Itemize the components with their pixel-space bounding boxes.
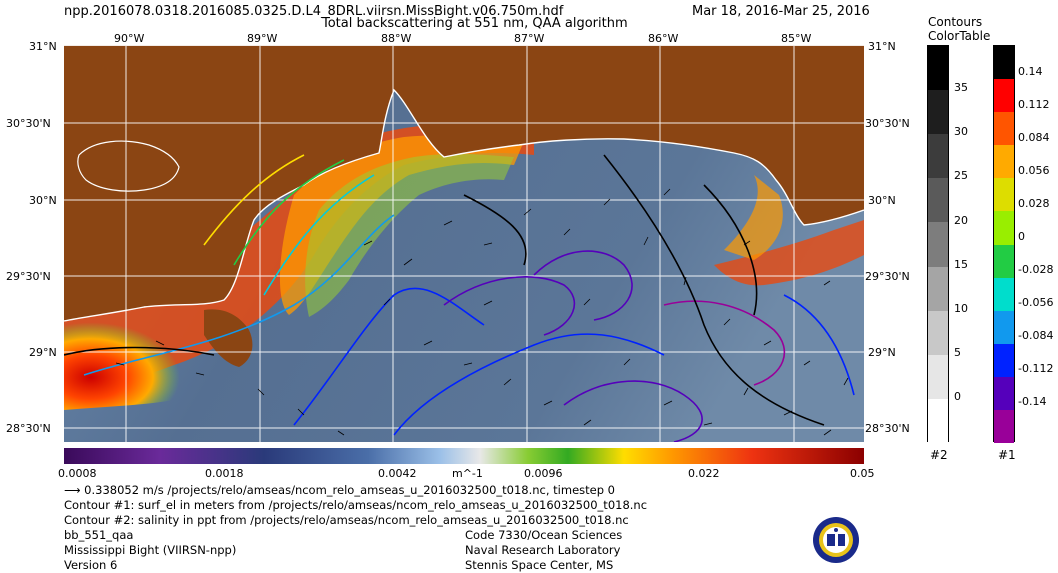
- colortable-segment: [928, 46, 948, 91]
- colortable-label: -0.028: [1018, 263, 1054, 277]
- colortable-label: 0.028: [1018, 196, 1050, 210]
- colortable-label: 35: [954, 81, 968, 95]
- colortable-label: -0.14: [1018, 395, 1047, 409]
- contour2-description: Contour #2: salinity in ppt from /projec…: [64, 513, 629, 527]
- colortable-segment: [928, 222, 948, 268]
- version-label: Version 6: [64, 558, 118, 572]
- lat-label-left: 31°N: [29, 40, 57, 53]
- coastal-turbid-band: [279, 135, 524, 315]
- coastline: [64, 88, 864, 322]
- current-vectors: [115, 188, 849, 436]
- file-name: npp.2016078.0318.2016085.0325.D.L4_8DRL.…: [64, 4, 564, 19]
- colortable-segment: [994, 244, 1014, 279]
- satellite-map: [64, 45, 864, 442]
- colortable-segment: [994, 343, 1014, 378]
- colortable-segment: [994, 79, 1014, 113]
- colorbar-unit: m^-1: [452, 467, 483, 480]
- contours-title: Contours: [928, 15, 983, 29]
- colortable-label: 5: [954, 345, 961, 359]
- colortable-segment: [994, 211, 1014, 245]
- colortable-label: 30: [954, 125, 968, 139]
- colortable-segment: [928, 398, 948, 444]
- colortable-label: 0.112: [1018, 97, 1050, 111]
- colorbar-label: 0.0096: [524, 467, 563, 480]
- org-name: Naval Research Laboratory: [465, 543, 621, 557]
- colorbar-label: 0.0042: [378, 467, 417, 480]
- colortable-segment: [928, 134, 948, 179]
- colortable-label: 0.056: [1018, 163, 1050, 177]
- vector-arrow-icon: ⟶: [64, 483, 81, 497]
- colortable-label: 10: [954, 301, 968, 315]
- product-code: bb_551_qaa: [64, 528, 134, 542]
- colorbar-label: 0.0018: [205, 467, 244, 480]
- org-code: Code 7330/Ocean Sciences: [465, 528, 623, 542]
- vector-legend: ⟶ 0.338052 m/s /projects/relo/amseas/nco…: [64, 483, 615, 498]
- lon-label-top: 87°W: [514, 32, 545, 45]
- nrl-logo-icon: [812, 516, 860, 564]
- colorbar-label: 0.022: [688, 467, 720, 480]
- colortable-segment: [928, 90, 948, 135]
- colorbar-label: 0.0008: [58, 467, 97, 480]
- colortable-segment: [994, 178, 1014, 212]
- colortable-segment: [928, 266, 948, 312]
- lat-label-left: 28°30'N: [6, 422, 51, 435]
- lat-label-left: 30°30'N: [6, 117, 51, 130]
- lat-label-left: 30°N: [29, 194, 57, 207]
- lat-label-right: 28°30'N: [865, 422, 910, 435]
- lat-label-right: 30°N: [868, 194, 896, 207]
- lon-label-top: 88°W: [381, 32, 412, 45]
- lat-label-right: 31°N: [868, 40, 896, 53]
- org-location: Stennis Space Center, MS: [465, 558, 614, 572]
- contour-colorbar-2-footer: #2: [930, 448, 948, 462]
- colortable-segment: [994, 376, 1014, 411]
- colortable-label: 0: [954, 389, 961, 403]
- coastal-turbid-band: [305, 153, 514, 317]
- contour-colorbar-2: [927, 45, 949, 444]
- lon-label-top: 90°W: [114, 32, 145, 45]
- date-range: Mar 18, 2016-Mar 25, 2016: [692, 4, 870, 19]
- colortable-segment: [928, 178, 948, 223]
- lon-label-top: 85°W: [781, 32, 812, 45]
- colortable-label: -0.084: [1018, 329, 1054, 343]
- contour-lines: [64, 154, 855, 442]
- delta-land: [204, 309, 253, 367]
- contour-colorbar-1: [993, 45, 1015, 444]
- colortable-label: 25: [954, 169, 968, 183]
- east-coast-band: [724, 175, 783, 260]
- colortable-segment: [994, 112, 1014, 146]
- contour1-description: Contour #1: surf_el in meters from /proj…: [64, 498, 648, 512]
- lat-label-left: 29°30'N: [6, 270, 51, 283]
- colortable-segment: [994, 46, 1014, 80]
- lat-label-right: 29°30'N: [865, 270, 910, 283]
- lat-label-right: 29°N: [868, 346, 896, 359]
- colortable-segment: [994, 310, 1014, 345]
- vector-legend-text: 0.338052 m/s /projects/relo/amseas/ncom_…: [84, 483, 616, 497]
- lat-label-right: 30°30'N: [865, 117, 910, 130]
- colortable-segment: [994, 409, 1014, 444]
- east-coast-band: [714, 220, 864, 286]
- lon-label-top: 86°W: [648, 32, 679, 45]
- colortable-label: -0.112: [1018, 362, 1054, 376]
- colortable-label: 0: [1018, 230, 1025, 244]
- colortable-label: 0.084: [1018, 130, 1050, 144]
- lake: [77, 140, 180, 192]
- main-colorbar: [64, 448, 864, 464]
- colortable-segment: [928, 310, 948, 356]
- lat-label-left: 29°N: [29, 346, 57, 359]
- colortable-label: 20: [954, 213, 968, 227]
- colortable-label: 0.14: [1018, 64, 1043, 78]
- product-title: Total backscattering at 551 nm, QAA algo…: [322, 16, 628, 31]
- colortable-label: -0.056: [1018, 296, 1054, 310]
- lon-label-top: 89°W: [247, 32, 278, 45]
- colorbar-label: 0.05: [850, 467, 875, 480]
- contour-colorbar-1-footer: #1: [998, 448, 1016, 462]
- colortable-title: ColorTable: [928, 29, 991, 43]
- colortable-label: 15: [954, 257, 968, 271]
- colortable-segment: [994, 145, 1014, 179]
- region-name: Mississippi Bight (VIIRSN-npp): [64, 543, 237, 557]
- colortable-segment: [994, 277, 1014, 312]
- colortable-segment: [928, 354, 948, 400]
- land-mass: [64, 45, 864, 321]
